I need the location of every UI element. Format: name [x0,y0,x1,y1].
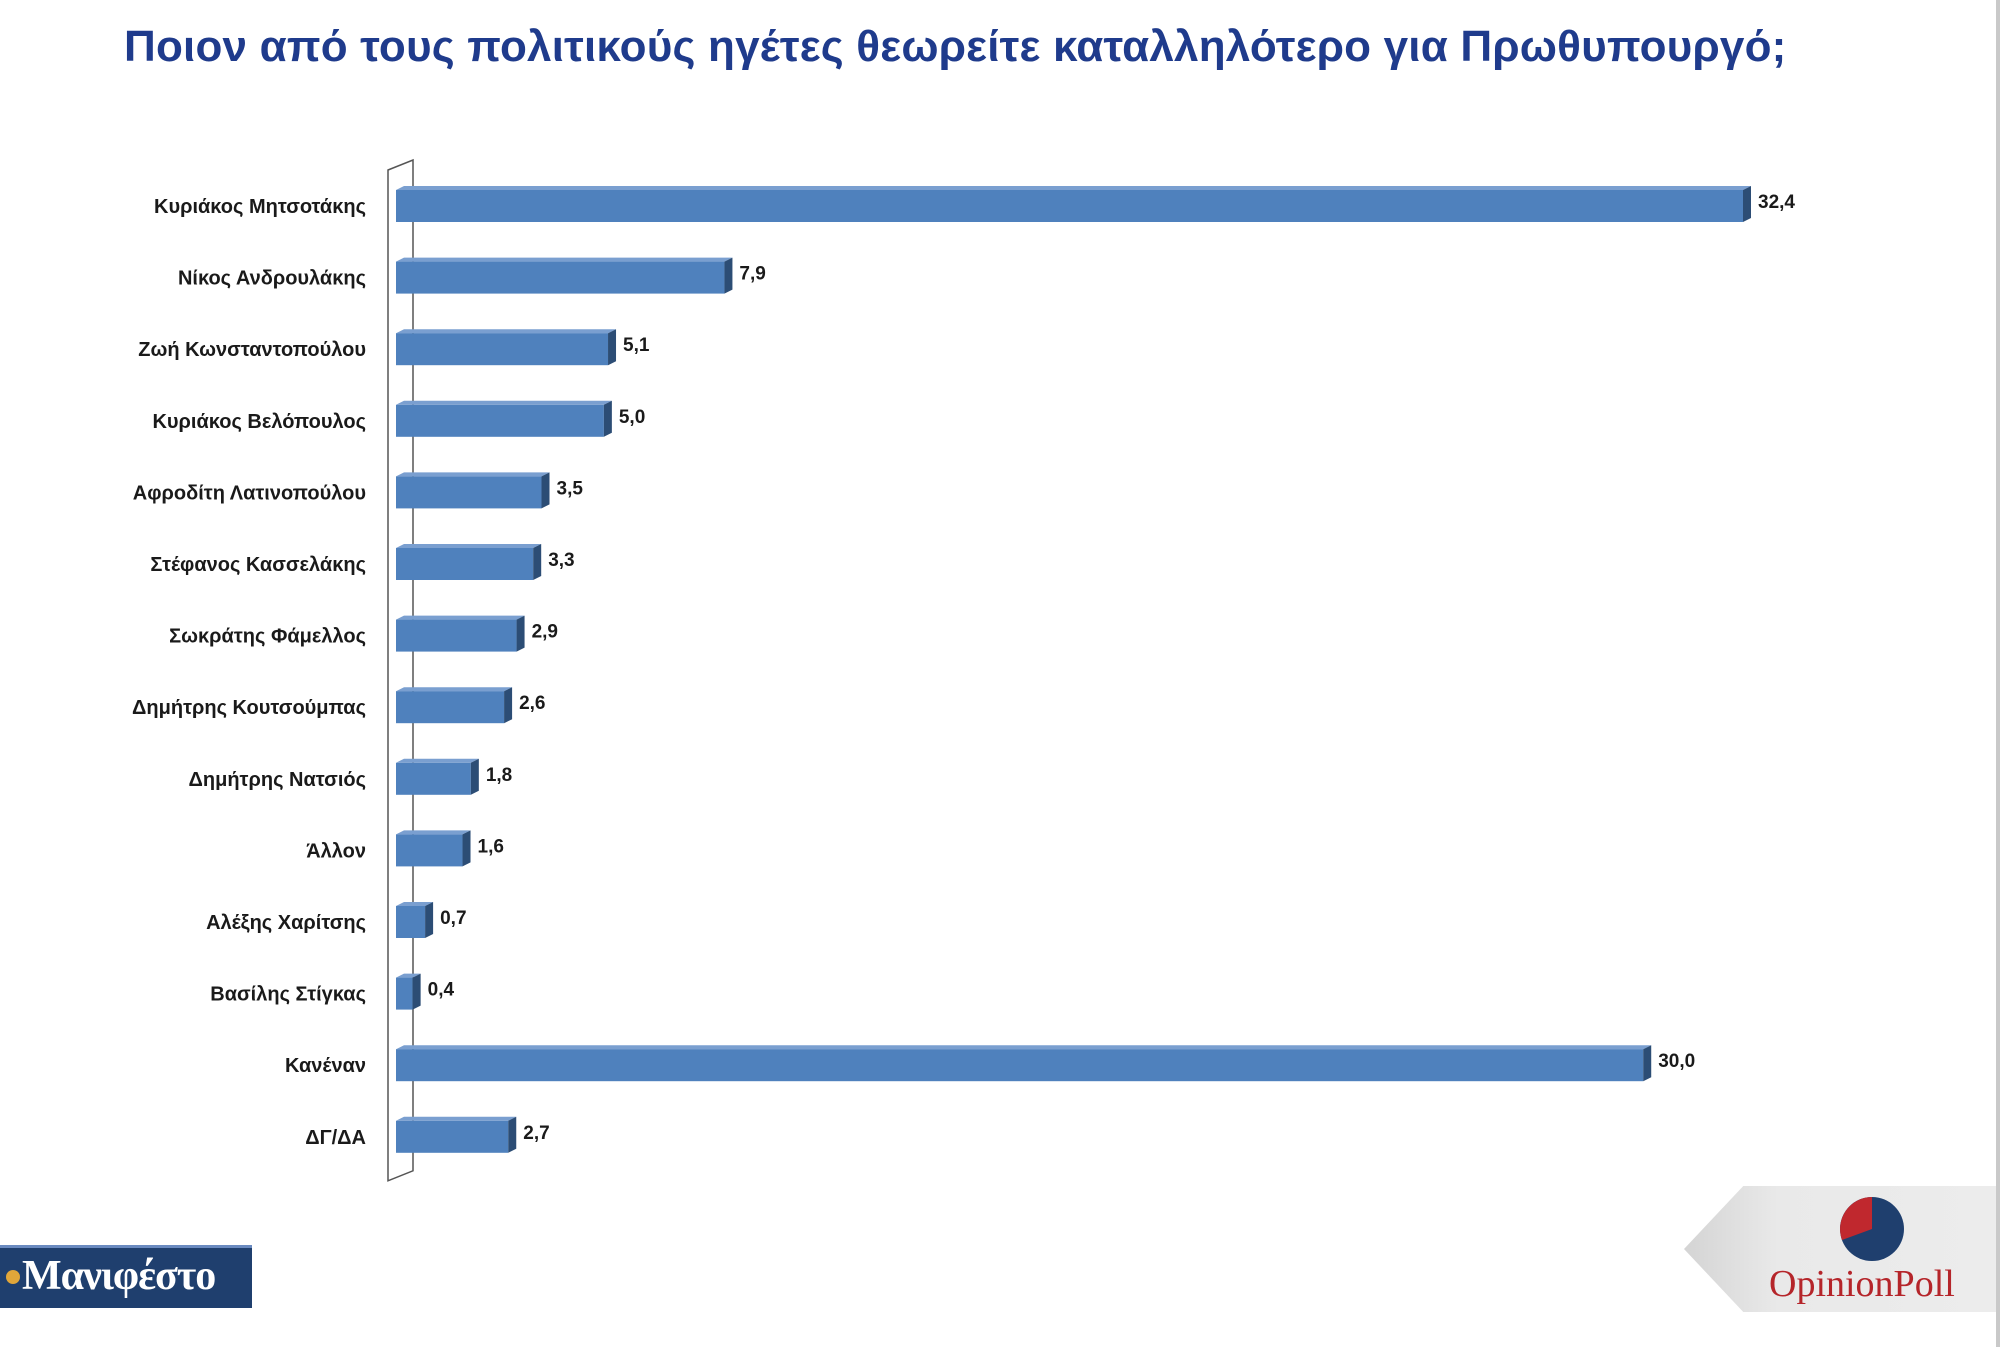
bar-side-face [516,615,525,652]
bar-top-face [396,329,617,334]
bar-front-face [396,1049,1644,1082]
bar [396,1116,517,1153]
bar-front-face [396,977,413,1010]
bar-top-face [396,1116,517,1121]
bar-side-face [541,472,550,509]
bar [396,257,733,294]
bar-front-face [396,548,534,580]
value-label: 2,7 [523,1123,549,1144]
category-label: Κανέναν [285,1055,366,1077]
bar-front-face [396,619,517,652]
bar-front-face [396,762,471,795]
manifesto-logo: Μανιφέστο [0,1245,252,1308]
category-label: Ζωή Κωνσταντοπούλου [138,339,366,361]
bar-front-face [396,1120,509,1153]
bar-side-face [603,400,612,437]
bar [396,329,617,366]
category-label: ΔΓ/ΔΑ [305,1127,366,1149]
value-label: 3,3 [548,550,574,571]
bar-top-face [396,973,421,978]
bar-top-face [396,902,434,906]
category-label: Κυριάκος Βελόπουλος [152,411,366,433]
bar [396,973,421,1010]
bar-front-face [396,261,725,294]
bar [396,544,542,580]
bar [396,758,479,795]
bar-front-face [396,691,505,724]
value-label: 5,1 [623,335,650,356]
category-labels: Κυριάκος Μητσοτάκης Νίκος Ανδρουλάκης Ζωή … [132,196,366,1149]
bar-top-face [396,615,525,620]
bar-side-face [1743,186,1751,222]
value-label: 0,4 [428,980,455,1001]
bar-front-face [396,190,1743,222]
value-label: 30,0 [1658,1051,1695,1072]
bar-front-face [396,906,426,938]
category-label: Δημήτρης Νατσιός [189,769,366,791]
value-label: 2,9 [532,622,558,643]
manifesto-logo-text: Μανιφέστο [22,1253,216,1299]
bar-side-face [504,687,513,724]
value-label: 5,0 [619,407,645,428]
axis-wall-shape [387,158,414,1182]
bar [396,902,434,938]
bar-side-face [412,973,421,1010]
category-label: Άλλον [306,840,366,862]
bar-top-face [396,257,733,262]
category-label: Στέφανος Κασσελάκης [150,554,366,576]
bar-top-face [396,544,542,548]
chart-title: Ποιον από τους πολιτικούς ηγέτες θεωρείτ… [124,22,1787,71]
category-label: Αλέξης Χαρίτσης [206,912,366,934]
category-label: Βασίλης Στίγκας [210,984,366,1006]
bar [396,1045,1652,1082]
bar-side-face [425,902,434,938]
bar-side-face [462,830,471,867]
bar-top-face [396,758,479,763]
value-labels: 32,4 7,9 5,1 5,0 3,5 3,3 2,9 2,6 1,8 1,6 0,7 0,4 30,… [428,192,1796,1144]
value-label: 32,4 [1758,192,1795,213]
bars-group [396,186,1751,1153]
bar-top-face [396,687,513,692]
category-label: Σωκράτης Φάμελλος [169,626,366,648]
pie-logo-icon [1840,1197,1904,1261]
bar-side-face [533,544,542,580]
bar-side-face [508,1116,517,1153]
value-label: 0,7 [440,908,466,929]
category-label: Νίκος Ανδρουλάκης [178,268,366,290]
category-label: Δημήτρης Κουτσούμπας [132,697,366,719]
bar-front-face [396,333,609,366]
opinionpoll-logo-background [1684,1186,1996,1312]
opinionpoll-logo: OpinionPoll [1684,1186,1996,1312]
value-label: 1,6 [478,836,504,857]
right-border [1996,0,2000,1347]
bar-side-face [1643,1045,1652,1082]
bar-top-face [396,400,612,405]
axis-wall [387,158,414,1182]
bar-front-face [396,404,604,437]
opinionpoll-logo-text: OpinionPoll [1769,1263,1955,1305]
bar-side-face [470,758,479,795]
value-label: 2,6 [519,693,545,714]
logo-dot [6,1270,20,1284]
value-label: 3,5 [557,478,584,499]
bar-top-face [396,1045,1652,1050]
category-label: Αφροδίτη Λατινοπούλου [133,482,366,504]
value-label: 7,9 [739,264,765,285]
bar-front-face [396,476,542,509]
bar-front-face [396,834,463,867]
bar-top-face [396,472,550,477]
value-label: 1,8 [486,765,512,786]
bar [396,472,550,509]
bar-side-face [724,257,733,294]
bar [396,687,513,724]
bar [396,186,1751,222]
bar [396,830,471,867]
bar-side-face [608,329,617,366]
bar [396,615,525,652]
category-label: Κυριάκος Μητσοτάκης [154,196,366,218]
bar-top-face [396,186,1751,190]
bar-top-face [396,830,471,835]
bar [396,400,612,437]
